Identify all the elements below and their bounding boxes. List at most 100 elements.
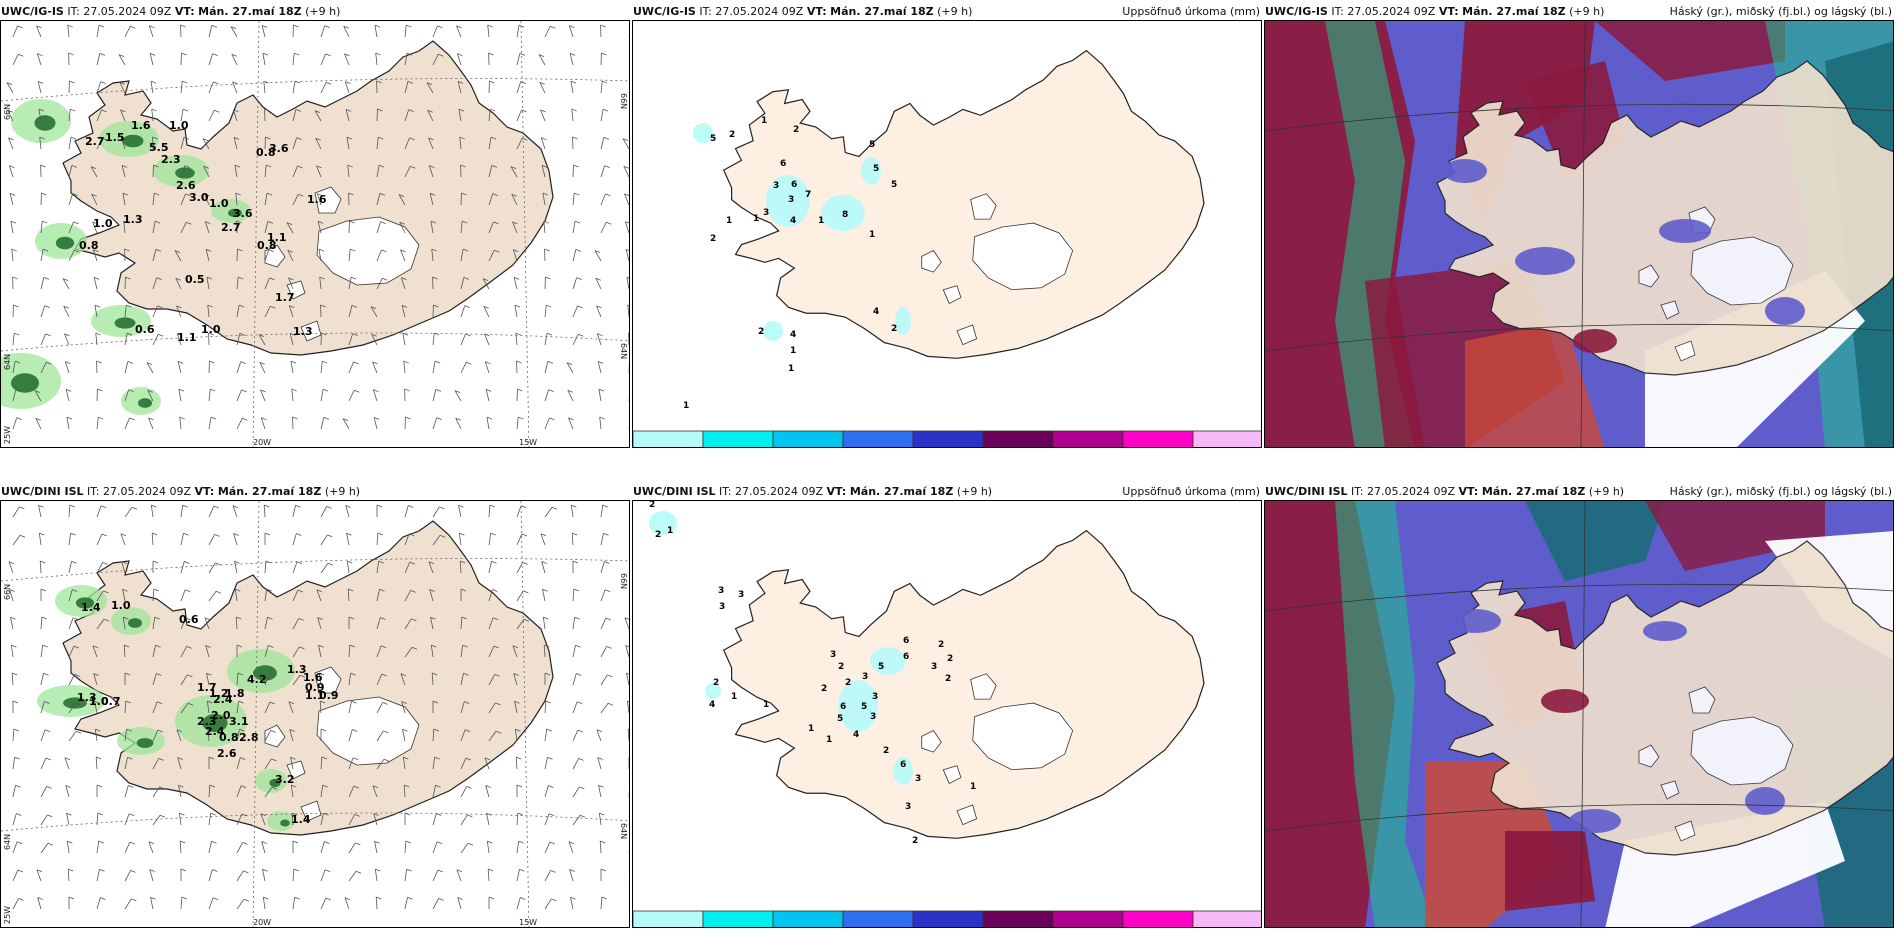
precip-value-label: 1 [761,116,767,126]
precip-value-label: 1 [726,216,732,226]
panel-right-title: Háský (gr.), miðský (fj.bl.) og lágský (… [1669,485,1892,498]
iceland-landmass [1436,540,1893,856]
precip-value-label: 1.8 [225,687,245,700]
precip-value-label: 0.6 [135,323,155,336]
precip-value-label: 8 [842,210,848,220]
precip-value-label: 3.0 [189,191,209,204]
precip-value-label: 1.2 [209,687,229,700]
precip-value-label: 1.6 [303,671,323,684]
precip-value-label: 2.4 [205,725,225,738]
precip-value-label: 4 [790,216,796,226]
lon-label: 15W [519,918,537,927]
lat-label: 25W [3,906,12,924]
lon-label: 15W [519,438,537,447]
precip-value-label: 6 [900,760,906,770]
precip-value-label: 6 [791,180,797,190]
precip-value-label: 1.3 [293,325,313,338]
precip-value-label: 3 [870,712,876,722]
precip-value-label: 0.8 [256,146,276,159]
precip-value-label: 1.1 [305,689,325,702]
colorbar-swatch [842,910,914,927]
precip-value-label: 4.2 [247,673,267,686]
iceland-landmass [722,49,1205,359]
cloud-map[interactable] [1264,500,1894,928]
precip-value-label: 2 [912,836,918,846]
lat-label: 66N [619,573,628,589]
precip-value-label: 5 [710,134,716,144]
precip-value-label: 1 [818,216,824,226]
precip-value-label: 2.3 [161,153,181,166]
panel-right-title: Uppsöfnuð úrkoma (mm) [1122,5,1260,18]
precip-value-label: 3 [719,602,725,612]
precip-value-label: 2 [845,678,851,688]
precip-value-label: 3 [915,774,921,784]
lat-label: 66N [619,93,628,109]
precip-value-label: 1.0 [169,119,189,132]
cloud-map[interactable] [1264,20,1894,448]
colorbar-swatch [633,910,704,927]
precip-value-label: 1.4 [291,813,311,826]
colorbar-swatch [772,430,844,447]
precip-value-label: 6 [840,702,846,712]
precip-value-label: 1.6 [131,119,151,132]
panel-right-title: Uppsöfnuð úrkoma (mm) [1122,485,1260,498]
precip-value-label: 2 [655,530,661,540]
precip-value-label: 2 [649,501,655,510]
colorbar-swatch [702,430,774,447]
wind-map[interactable]: 1.6 1.0 2.7 1.5 5.5 2.3 0.8 3.6 2.6 3.0 1.0 3.6 1.6 1… [0,20,630,448]
precip-value-label: 2 [891,324,897,334]
precip-value-label: 3 [788,195,794,205]
precip-value-label: 3.2 [275,773,295,786]
precip-value-label: 1.1 [267,231,287,244]
precip-value-label: 1.7 [275,291,295,304]
precip-value-label: 2 [793,125,799,135]
colorbar-swatch [982,910,1054,927]
precip-value-label: 1 [790,346,796,356]
precip-value-label: 1.0 [93,217,113,230]
precip-value-label: 1.3 [77,691,97,704]
lat-label: 64N [3,834,12,850]
precip-value-label: 0.6 [179,613,199,626]
colorbar-swatch [912,910,984,927]
iceland-landmass [1436,60,1893,376]
precip-value-label: 1.1 [177,331,197,344]
panel-title: UWC/IG-IS IT: 27.05.2024 09Z VT: Mán. 27… [1265,5,1605,18]
panel-right-title: Háský (gr.), miðský (fj.bl.) og lágský (… [1669,5,1892,18]
graticule [1,501,629,927]
precip-value-label: 7 [805,190,811,200]
colorbar-swatch [1122,910,1194,927]
precip-value-label: 3.6 [233,207,253,220]
precip-value-label: 5 [891,180,897,190]
precip-value-label: 0.9 [319,689,339,702]
precip-value-label: 1 [869,230,875,240]
precip-value-label: 0.8 [79,239,99,252]
precip-value-label: 0.7 [101,695,121,708]
precip-value-label: 5 [837,714,843,724]
precip-value-label: 0.5 [185,273,205,286]
wind-barbs [8,504,629,910]
colorbar-swatch [1192,430,1261,447]
panel-title: UWC/DINI ISL IT: 27.05.2024 09Z VT: Mán.… [633,485,993,498]
panel-title: UWC/IG-IS IT: 27.05.2024 09Z VT: Mán. 27… [1,5,341,18]
precip-value-label: 3.1 [229,715,249,728]
precip-value-label: 2.7 [221,221,241,234]
lon-label: 20W [253,438,271,447]
lat-label: 64N [3,354,12,370]
precip-value-label: 2 [938,640,944,650]
precip-map[interactable]: 2213336262332532222314165351412631321102… [632,500,1262,928]
panel-precip-row2: UWC/DINI ISL IT: 27.05.2024 09Z VT: Mán.… [632,480,1262,950]
panel-cloud-row1: UWC/IG-IS IT: 27.05.2024 09Z VT: Mán. 27… [1264,0,1894,470]
precip-value-label: 0.9 [305,681,325,694]
colorbar-swatch [912,430,984,447]
colorbar-swatch [772,910,844,927]
precip-value-label: 6 [903,652,909,662]
precip-value-label: 2.3 [197,715,217,728]
precip-map[interactable]: 5212565536731134182142241111102550751001… [632,20,1262,448]
precip-value-label: 6 [780,159,786,169]
precip-value-label: 3 [905,802,911,812]
precip-value-label: 3 [931,662,937,672]
precip-value-label: 1.3 [123,213,143,226]
lat-label: 66N [3,584,12,600]
wind-map[interactable]: 1.4 1.0 0.6 1.3 1.6 4.2 0.9 1.7 1.2 1.8 2.4 1.1 0.9 1… [0,500,630,928]
precip-value-label: 5 [861,702,867,712]
